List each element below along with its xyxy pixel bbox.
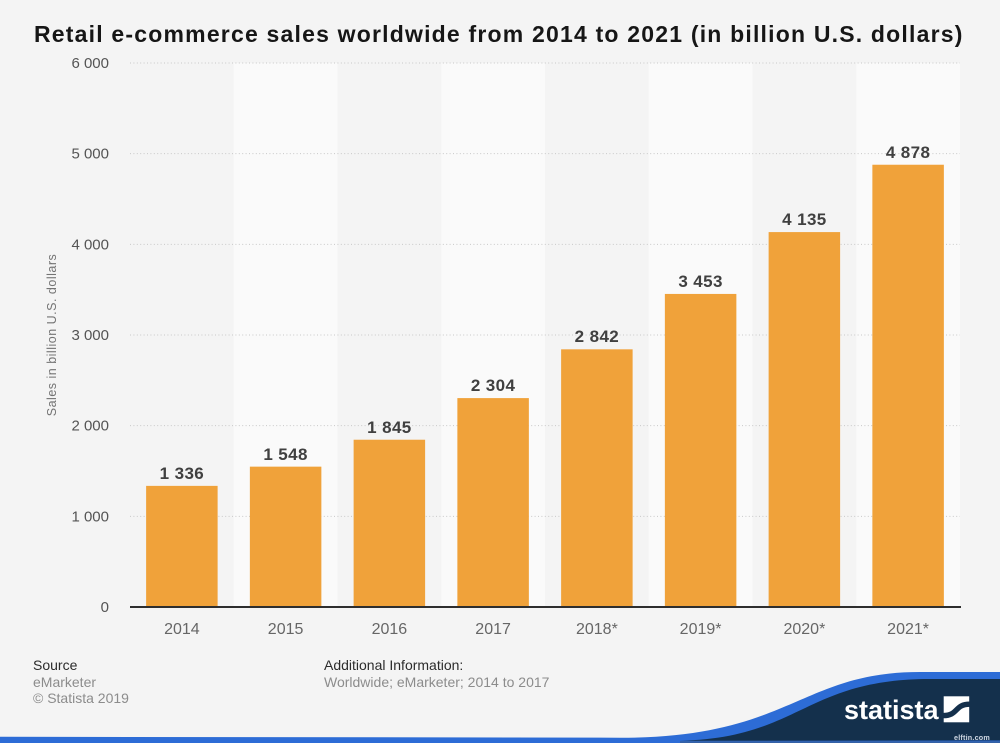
svg-text:2019*: 2019* [680,621,722,638]
svg-text:Additional Information:: Additional Information: [324,657,463,673]
svg-text:1 000: 1 000 [71,508,109,525]
svg-text:2020*: 2020* [783,621,825,638]
svg-text:2 000: 2 000 [71,418,109,435]
svg-text:© Statista 2019: © Statista 2019 [33,690,129,706]
svg-text:2015: 2015 [268,621,304,638]
svg-text:4 000: 4 000 [71,236,109,253]
svg-text:Retail e-commerce sales worldw: Retail e-commerce sales worldwide from 2… [34,21,964,47]
svg-text:2 842: 2 842 [575,327,620,346]
svg-text:Source: Source [33,657,78,673]
svg-text:2021*: 2021* [887,621,929,638]
svg-text:2017: 2017 [475,621,511,638]
svg-text:1 845: 1 845 [367,418,412,437]
svg-text:0: 0 [101,599,109,616]
svg-text:eMarketer: eMarketer [33,674,96,690]
svg-text:3 453: 3 453 [678,272,723,291]
svg-text:5 000: 5 000 [71,146,109,163]
svg-text:6 000: 6 000 [71,55,109,72]
svg-text:elftin.com: elftin.com [954,733,990,742]
svg-text:4 135: 4 135 [782,210,827,229]
svg-text:1 336: 1 336 [160,464,205,483]
svg-text:Sales in billion U.S. dollars: Sales in billion U.S. dollars [45,254,59,417]
svg-text:statista: statista [844,695,940,725]
svg-text:4 878: 4 878 [886,143,931,162]
svg-text:2016: 2016 [372,621,408,638]
svg-text:2018*: 2018* [576,621,618,638]
svg-text:1 548: 1 548 [263,445,308,464]
svg-text:Worldwide; eMarketer; 2014 to: Worldwide; eMarketer; 2014 to 2017 [324,674,550,690]
svg-text:2 304: 2 304 [471,376,516,395]
svg-text:2014: 2014 [164,621,200,638]
svg-text:3 000: 3 000 [71,327,109,344]
